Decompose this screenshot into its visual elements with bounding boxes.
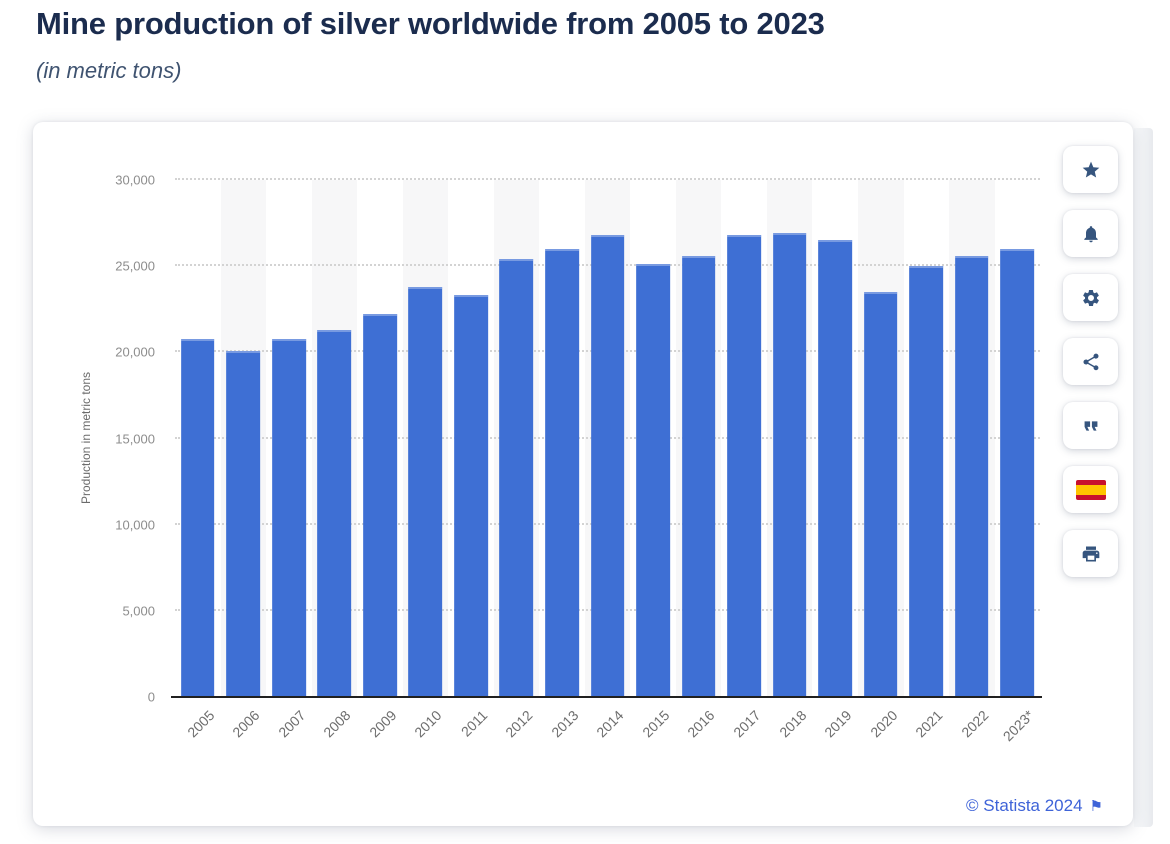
bar-2006[interactable] <box>226 350 261 697</box>
gear-icon <box>1082 289 1099 306</box>
chart-column-2009: 2009 <box>357 180 403 740</box>
x-tick-label: 2012 <box>502 707 536 741</box>
bar-2018[interactable] <box>772 233 807 697</box>
x-tick-label: 2010 <box>411 707 445 741</box>
printer-icon <box>1082 546 1099 561</box>
bar-2008[interactable] <box>317 329 352 697</box>
bar-2005[interactable] <box>180 338 215 697</box>
y-axis-ticks: 0 5,000 10,000 15,000 20,000 25,000 30,000 <box>78 173 155 705</box>
bar-2009[interactable] <box>363 314 397 697</box>
chart-toolbar <box>1063 146 1118 577</box>
chart-column-2022: 2022 <box>949 180 995 740</box>
y-tick-label: 30,000 <box>115 172 155 188</box>
share-icon <box>1083 353 1098 370</box>
chart-column-2005: 2005 <box>175 180 221 740</box>
bar-2017[interactable] <box>727 235 761 697</box>
x-tick-label: 2017 <box>730 707 764 741</box>
chart-column-2006: 2006 <box>220 180 267 740</box>
x-tick-label: 2009 <box>365 707 400 741</box>
y-tick-label: 15,000 <box>115 431 155 446</box>
x-tick-label: 2020 <box>866 707 901 741</box>
chart-column-2014: 2014 <box>584 180 631 740</box>
cite-button[interactable] <box>1063 402 1118 449</box>
page-title: Mine production of silver worldwide from… <box>36 6 825 41</box>
chart-column-2019: 2019 <box>812 180 858 740</box>
bar-2007[interactable] <box>271 338 306 697</box>
x-tick-label: 2006 <box>229 707 263 741</box>
chart-column-2020: 2020 <box>857 180 904 740</box>
x-tick-label: 2023* <box>999 707 1037 745</box>
copyright-text: © Statista 2024 <box>966 796 1083 815</box>
x-tick-label: 2005 <box>183 707 218 741</box>
bell-icon <box>1083 225 1098 242</box>
gridline <box>175 178 1040 180</box>
x-tick-label: 2013 <box>547 707 582 741</box>
plot-area: 2005 2006 2007 2008 2009 2010 2011 2012 2013 2014… <box>171 178 1042 744</box>
x-tick-label: 2014 <box>593 707 627 741</box>
x-tick-label: 2022 <box>957 707 992 741</box>
x-tick-label: 2019 <box>821 707 855 741</box>
alerts-button[interactable] <box>1063 210 1118 257</box>
settings-button[interactable] <box>1063 274 1118 321</box>
bar-2015[interactable] <box>636 264 670 697</box>
chart-column-2016: 2016 <box>675 180 722 740</box>
bar-2023*[interactable] <box>1000 248 1035 697</box>
y-tick-label: 25,000 <box>115 258 155 274</box>
chart-column-2013: 2013 <box>539 180 585 740</box>
bar-2021[interactable] <box>909 266 944 697</box>
quote-icon <box>1084 420 1097 431</box>
y-tick-label: 10,000 <box>115 517 155 533</box>
chart-column-2010: 2010 <box>402 180 449 740</box>
statista-copyright-link[interactable]: © Statista 2024 ⚑ <box>966 796 1103 816</box>
language-spanish-button[interactable] <box>1063 466 1118 513</box>
bar-2019[interactable] <box>818 240 853 697</box>
bar-2022[interactable] <box>954 255 989 697</box>
page-edge-band <box>1134 128 1153 827</box>
x-tick-label: 2016 <box>684 707 718 741</box>
chart-column-2015: 2015 <box>630 180 676 740</box>
spain-flag-icon <box>1075 479 1106 500</box>
x-tick-label: 2008 <box>320 707 354 741</box>
page-subtitle: (in metric tons) <box>36 58 182 83</box>
chart-column-2023*: 2023* <box>995 180 1041 744</box>
x-tick-label: 2015 <box>639 707 673 741</box>
x-tick-label: 2011 <box>457 707 491 740</box>
x-tick-label: 2021 <box>912 707 946 741</box>
print-button[interactable] <box>1063 530 1118 577</box>
star-icon <box>1082 161 1099 177</box>
bar-2013[interactable] <box>545 248 579 697</box>
chart-card: Production in metric tons 0 5,000 10,000 15… <box>33 122 1133 826</box>
chart-column-2018: 2018 <box>766 180 813 740</box>
chart-column-2011: 2011 <box>448 180 494 740</box>
bar-2012[interactable] <box>499 259 534 697</box>
chart-column-2007: 2007 <box>266 180 312 740</box>
report-flag-icon: ⚑ <box>1089 797 1103 815</box>
x-tick-label: 2018 <box>775 707 809 741</box>
chart-column-2017: 2017 <box>721 180 767 740</box>
y-tick-label: 0 <box>147 689 155 705</box>
share-button[interactable] <box>1063 338 1118 385</box>
x-tick-label: 2007 <box>274 707 309 741</box>
chart-column-2012: 2012 <box>493 180 540 740</box>
bar-2016[interactable] <box>681 255 716 697</box>
favorite-button[interactable] <box>1063 146 1118 193</box>
bar-2010[interactable] <box>408 286 443 697</box>
bar-2014[interactable] <box>590 235 625 697</box>
bar-2020[interactable] <box>863 292 898 697</box>
bar-2011[interactable] <box>454 295 488 697</box>
y-tick-label: 5,000 <box>122 603 155 619</box>
y-tick-label: 20,000 <box>115 344 155 360</box>
chart-column-2021: 2021 <box>904 180 950 740</box>
chart-column-2008: 2008 <box>311 180 358 740</box>
